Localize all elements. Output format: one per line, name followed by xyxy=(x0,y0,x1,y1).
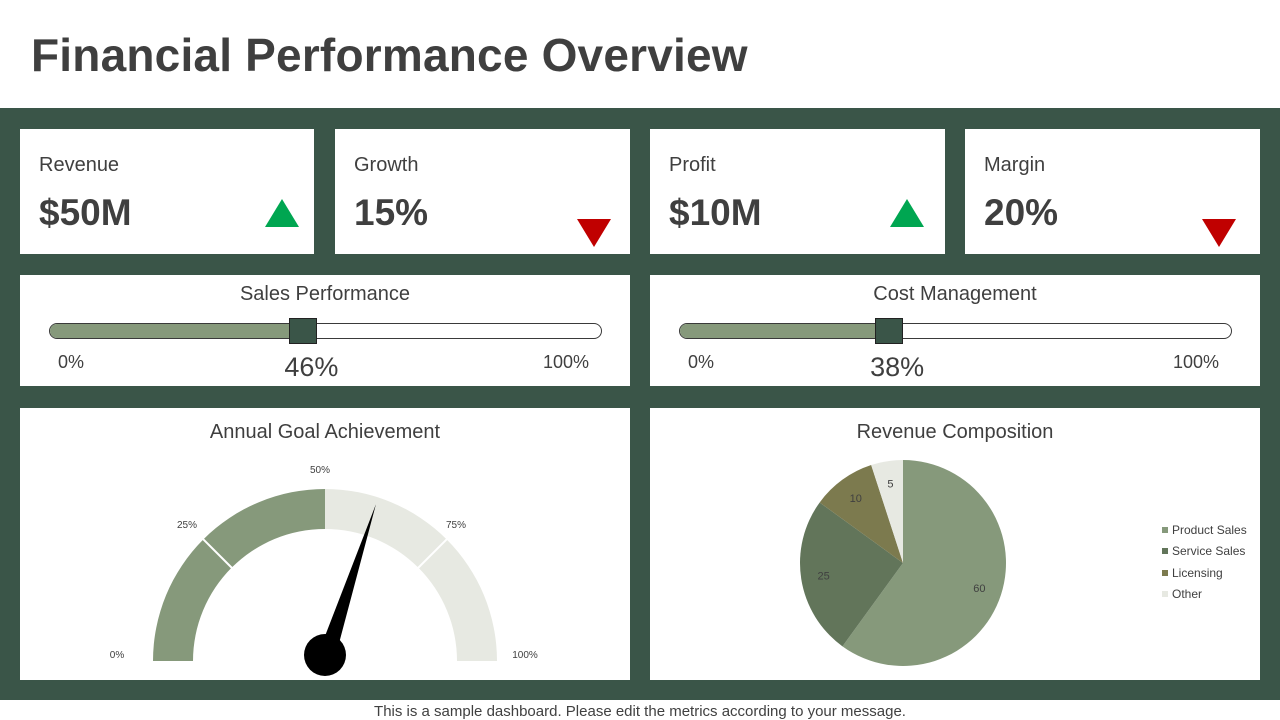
kpi-card-revenue: Revenue $50M xyxy=(20,129,314,254)
progress-min-label: 0% xyxy=(688,352,715,372)
triangle-up-icon xyxy=(265,199,299,227)
pie-slice xyxy=(842,460,1006,666)
kpi-label: Margin xyxy=(984,154,1046,176)
kpi-value: $10M xyxy=(669,192,762,233)
triangle-down-icon xyxy=(577,219,611,247)
gauge-card: Annual Goal Achievement 0% 25% 50% 75% 100% xyxy=(20,408,630,680)
progress-handle[interactable] xyxy=(875,318,904,344)
progress-title: Cost Management xyxy=(873,283,1037,305)
pie-data-label: 25 xyxy=(818,571,830,583)
gauge-chart: 0% 25% 50% 75% 100% xyxy=(110,465,538,676)
legend-label: Product Sales xyxy=(1172,523,1247,537)
kpi-value: 15% xyxy=(354,192,429,233)
kpi-label: Growth xyxy=(354,154,419,176)
legend-item: Product Sales xyxy=(1162,523,1247,544)
footer-note: This is a sample dashboard. Please edit … xyxy=(374,703,906,720)
gauge-needle-hub xyxy=(304,634,346,676)
progress-max-label: 100% xyxy=(543,352,590,372)
gauge-tick-label: 100% xyxy=(512,650,538,661)
legend-swatch xyxy=(1162,569,1168,576)
triangle-up-icon xyxy=(890,199,924,227)
legend-item: Licensing xyxy=(1162,566,1247,587)
pie-data-label: 10 xyxy=(850,493,862,505)
gauge-divider xyxy=(201,537,234,570)
pie-slice xyxy=(819,465,903,563)
kpi-value: 20% xyxy=(984,192,1059,233)
legend-label: Service Sales xyxy=(1172,544,1246,559)
progress-fill xyxy=(680,324,891,338)
legend-item: Other xyxy=(1162,587,1247,608)
gauge-title: Annual Goal Achievement xyxy=(209,421,441,443)
pie-chart: 60 25 10 5 xyxy=(800,460,1006,666)
progress-handle[interactable] xyxy=(289,318,318,344)
progress-fill xyxy=(50,324,305,338)
pie-data-label: 60 xyxy=(973,583,985,595)
kpi-label: Revenue xyxy=(39,154,120,176)
gauge-tick-label: 0% xyxy=(110,650,125,661)
legend-item: Service Sales xyxy=(1162,544,1247,565)
pie-data-label: 5 xyxy=(887,479,893,491)
gauge-tick-label: 75% xyxy=(446,520,466,531)
gauge-needle xyxy=(316,504,376,664)
gauge-band-filled xyxy=(153,489,325,661)
legend-swatch xyxy=(1162,590,1168,597)
dashboard-board: Revenue $50M Growth 15% Profit $10M Marg… xyxy=(0,108,1280,700)
kpi-value: $50M xyxy=(39,192,132,233)
kpi-label: Profit xyxy=(669,154,716,176)
kpi-card-margin: Margin 20% xyxy=(965,129,1260,254)
progress-track xyxy=(679,323,1232,339)
pie-title: Revenue Composition xyxy=(856,421,1054,443)
progress-value: 38% xyxy=(870,352,925,382)
progress-track xyxy=(49,323,602,339)
gauge-tick-label: 25% xyxy=(177,520,197,531)
pie-legend: Product Sales Service Sales Licensing Other xyxy=(1162,523,1247,608)
progress-max-label: 100% xyxy=(1173,352,1220,372)
progress-card-sales: Sales Performance 0% 46% 100% xyxy=(20,275,630,386)
triangle-down-icon xyxy=(1202,219,1236,247)
progress-value: 46% xyxy=(284,352,339,382)
progress-min-label: 0% xyxy=(58,352,85,372)
page-title: Financial Performance Overview xyxy=(31,29,748,81)
pie-slice xyxy=(871,460,903,563)
pie-card: Revenue Composition 60 25 10 5 Product Sale… xyxy=(650,408,1260,680)
pie-slice xyxy=(800,502,903,647)
legend-label: Other xyxy=(1172,586,1203,601)
legend-swatch xyxy=(1162,548,1168,555)
kpi-card-profit: Profit $10M xyxy=(650,129,945,254)
progress-card-cost: Cost Management 0% 38% 100% xyxy=(650,275,1260,386)
gauge-divider xyxy=(416,537,449,570)
legend-label: Licensing xyxy=(1172,565,1223,580)
progress-title: Sales Performance xyxy=(239,283,411,305)
kpi-card-growth: Growth 15% xyxy=(335,129,630,254)
legend-swatch xyxy=(1162,527,1168,533)
gauge-tick-label: 50% xyxy=(310,465,330,476)
